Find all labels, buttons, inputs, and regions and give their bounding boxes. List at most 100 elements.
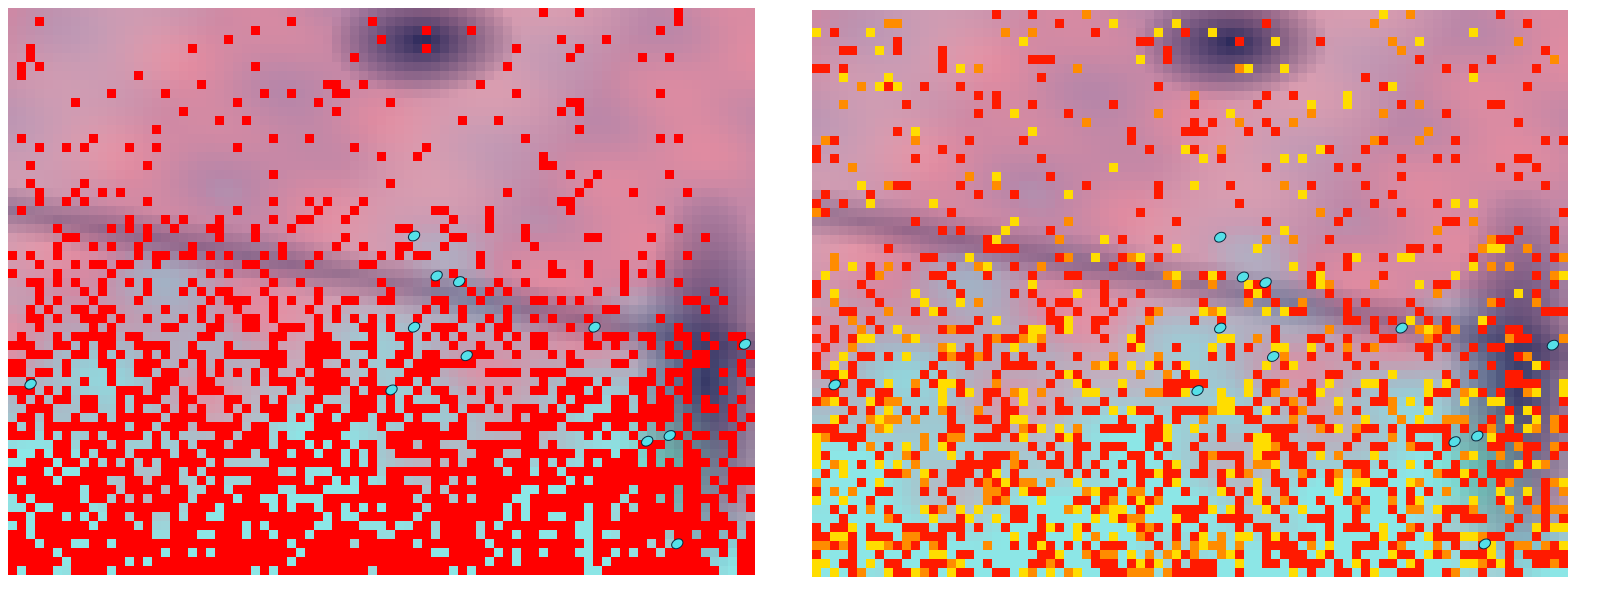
pixel xyxy=(359,404,368,413)
pixel xyxy=(71,323,80,332)
pixel xyxy=(314,152,323,161)
pixel xyxy=(692,314,701,323)
pixel xyxy=(134,422,143,431)
pixel xyxy=(188,26,197,35)
pixel xyxy=(134,530,143,539)
pixel xyxy=(557,179,566,188)
pixel xyxy=(98,395,107,404)
pixel xyxy=(557,134,566,143)
pixel xyxy=(665,44,674,53)
pixel xyxy=(107,305,116,314)
pixel xyxy=(287,170,296,179)
pixel xyxy=(206,449,215,458)
pixel xyxy=(242,206,251,215)
pixel xyxy=(242,98,251,107)
pixel xyxy=(674,287,683,296)
pixel xyxy=(17,278,26,287)
pixel xyxy=(647,323,656,332)
pixel xyxy=(521,143,530,152)
pixel xyxy=(395,422,404,431)
pixel xyxy=(179,188,188,197)
pixel xyxy=(206,440,215,449)
pixel xyxy=(368,179,377,188)
pixel xyxy=(512,161,521,170)
pixel xyxy=(323,476,332,485)
pixel xyxy=(71,287,80,296)
pixel xyxy=(467,134,476,143)
pixel xyxy=(62,377,71,386)
pixel xyxy=(287,494,296,503)
pixel xyxy=(656,503,665,512)
pixel xyxy=(152,314,161,323)
pixel xyxy=(179,431,188,440)
pixel xyxy=(467,170,476,179)
pixel xyxy=(701,287,710,296)
pixel xyxy=(494,332,503,341)
pixel xyxy=(215,476,224,485)
pixel xyxy=(557,17,566,26)
pixel xyxy=(404,35,413,44)
pixel xyxy=(341,152,350,161)
pixel xyxy=(458,485,467,494)
pixel xyxy=(674,359,683,368)
pixel xyxy=(80,359,89,368)
pixel xyxy=(404,278,413,287)
pixel xyxy=(584,251,593,260)
pixel xyxy=(719,539,728,548)
pixel xyxy=(566,431,575,440)
pixel xyxy=(116,467,125,476)
pixel xyxy=(197,368,206,377)
pixel xyxy=(476,35,485,44)
pixel xyxy=(737,251,746,260)
pixel xyxy=(152,332,161,341)
pixel xyxy=(422,224,431,233)
pixel xyxy=(413,467,422,476)
pixel xyxy=(467,503,476,512)
pixel xyxy=(305,476,314,485)
pixel xyxy=(548,377,557,386)
pixel xyxy=(629,26,638,35)
pixel xyxy=(548,107,557,116)
pixel xyxy=(8,161,17,170)
pixel xyxy=(170,53,179,62)
pixel xyxy=(494,53,503,62)
pixel xyxy=(251,233,260,242)
pixel xyxy=(161,242,170,251)
pixel xyxy=(458,53,467,62)
pixel xyxy=(215,80,224,89)
pixel xyxy=(629,206,638,215)
pixel xyxy=(530,35,539,44)
pixel xyxy=(611,215,620,224)
pixel xyxy=(107,98,116,107)
pixel xyxy=(242,368,251,377)
pixel xyxy=(53,467,62,476)
pixel xyxy=(593,368,602,377)
pixel xyxy=(737,521,746,530)
pixel xyxy=(323,179,332,188)
pixel xyxy=(332,287,341,296)
pixel xyxy=(728,341,737,350)
pixel xyxy=(143,143,152,152)
pixel xyxy=(692,332,701,341)
pixel xyxy=(620,233,629,242)
pixel xyxy=(17,521,26,530)
pixel xyxy=(386,188,395,197)
pixel xyxy=(548,539,557,548)
pixel xyxy=(584,8,593,17)
pixel xyxy=(197,116,206,125)
pixel xyxy=(44,431,53,440)
pixel xyxy=(647,494,656,503)
pixel xyxy=(629,260,638,269)
pixel xyxy=(17,404,26,413)
pixel xyxy=(539,170,548,179)
pixel xyxy=(269,53,278,62)
pixel xyxy=(602,107,611,116)
pixel xyxy=(170,476,179,485)
pixel xyxy=(314,134,323,143)
pixel xyxy=(242,143,251,152)
pixel xyxy=(476,260,485,269)
pixel xyxy=(341,143,350,152)
pixel xyxy=(485,260,494,269)
pixel xyxy=(593,260,602,269)
pixel xyxy=(143,377,152,386)
